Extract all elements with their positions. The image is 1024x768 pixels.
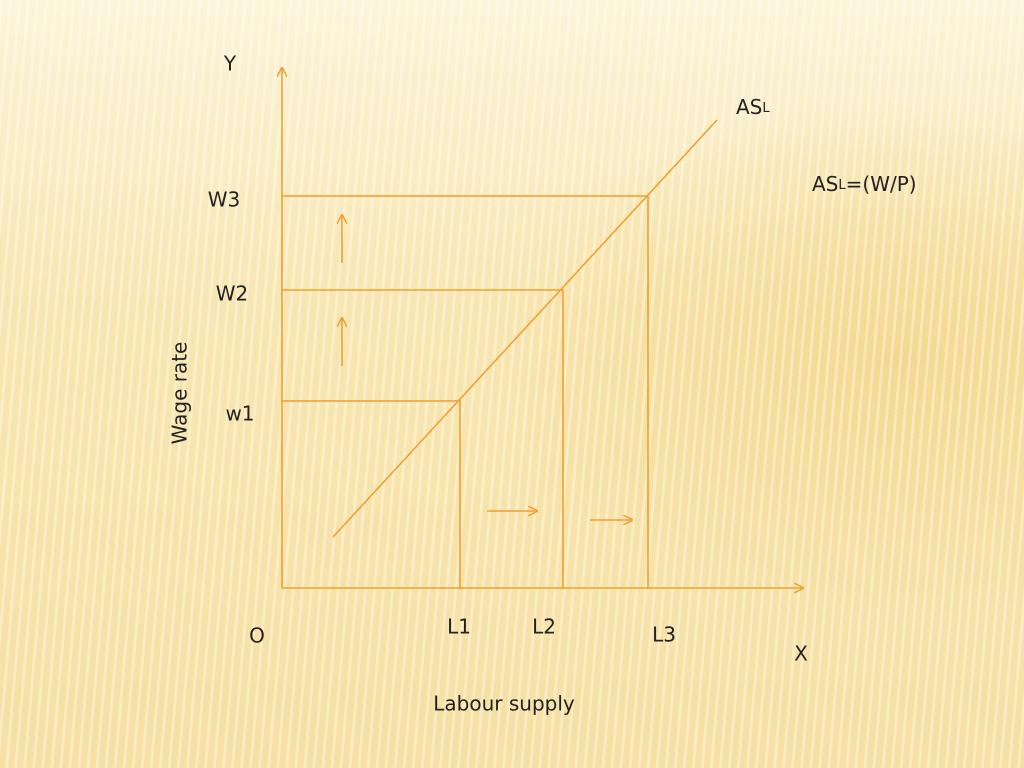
supply-curve bbox=[332, 119, 718, 538]
labour-label: L3 bbox=[652, 623, 676, 647]
equation-lhs: AS bbox=[812, 172, 838, 196]
wage-label: W3 bbox=[208, 188, 241, 212]
labour-label: L1 bbox=[447, 615, 471, 639]
curve-subscript: L bbox=[762, 101, 770, 116]
origin-label: O bbox=[249, 624, 265, 648]
wage-label: w1 bbox=[225, 402, 254, 426]
guide-line bbox=[282, 400, 461, 588]
axis-title: Labour supply bbox=[433, 692, 575, 716]
guide-line bbox=[282, 289, 564, 588]
axis-title: Wage rate bbox=[168, 342, 192, 445]
axis-label: Y bbox=[223, 52, 237, 76]
curve-label: ASL bbox=[736, 95, 770, 119]
curve-name: AS bbox=[736, 95, 762, 119]
equation-rhs: =(W/P) bbox=[846, 172, 917, 196]
axis-label: X bbox=[794, 642, 808, 666]
equation: ASL=(W/P) bbox=[812, 172, 917, 196]
wage-label: W2 bbox=[216, 282, 249, 306]
equation-subscript: L bbox=[838, 178, 846, 193]
guide-line bbox=[282, 195, 649, 588]
labour-label: L2 bbox=[532, 615, 556, 639]
